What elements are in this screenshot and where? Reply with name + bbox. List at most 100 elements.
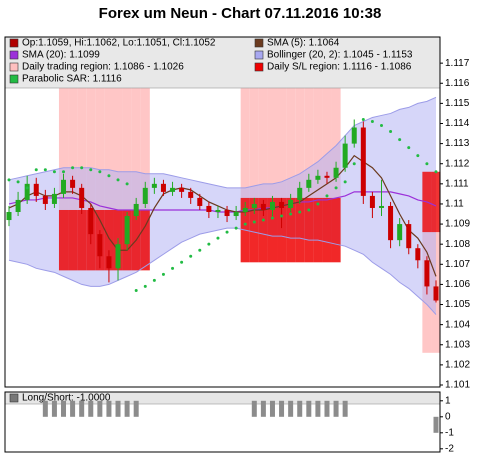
- legend-label: SMA (5): 1.1064: [267, 38, 340, 49]
- sar-dot: [161, 272, 165, 276]
- candle-body: [315, 175, 321, 180]
- sl-region: [58, 209, 69, 271]
- bar: [251, 400, 257, 417]
- legend-swatch: [9, 393, 19, 403]
- candle-body: [33, 183, 39, 196]
- bar: [88, 400, 94, 417]
- candle-body: [415, 248, 421, 261]
- bar: [97, 400, 103, 417]
- sar-dot: [80, 166, 84, 170]
- plot-border: [4, 36, 441, 388]
- sar-dot: [334, 186, 338, 190]
- sar-dot: [52, 170, 56, 174]
- sl-region: [304, 197, 314, 263]
- sl-region: [277, 197, 287, 263]
- bar: [297, 400, 303, 417]
- bar: [279, 400, 285, 417]
- legend-swatch: [9, 50, 19, 60]
- legend-label: Op:1.1059, Hi:1.1062, Lo:1.1051, Cl:1.10…: [22, 38, 216, 49]
- candle-body: [115, 244, 121, 269]
- sl-region: [431, 171, 441, 233]
- chart-title: Forex um Neun - Chart 07.11.2016 10:38: [99, 5, 382, 22]
- candle-body: [397, 224, 403, 241]
- sar-dot: [289, 212, 293, 216]
- y-tick-label: 1.117: [445, 58, 470, 69]
- bar: [288, 400, 294, 417]
- sar-dot: [198, 248, 202, 252]
- candle-body: [224, 209, 230, 217]
- sar-dot: [425, 162, 429, 166]
- legend-swatch: [254, 50, 264, 60]
- legend-label: Daily S/L region: 1.1116 - 1.1086: [267, 62, 412, 73]
- y-tick-label: 1.112: [445, 158, 470, 169]
- bar: [306, 400, 312, 417]
- y-tick-label: 1.114: [445, 118, 470, 129]
- sl-region: [313, 197, 323, 263]
- bar: [315, 400, 321, 417]
- sar-dot: [252, 220, 256, 224]
- trading-region: [240, 87, 250, 263]
- candle-body: [106, 256, 112, 269]
- bar: [70, 400, 76, 417]
- sl-region: [68, 209, 78, 271]
- bar: [433, 416, 439, 433]
- bollinger-upper: [8, 96, 437, 189]
- candle-body: [51, 193, 57, 204]
- sar-dot: [416, 154, 420, 158]
- y-tick-label: 1.105: [445, 299, 470, 310]
- sar-dot: [71, 166, 75, 170]
- sar-dot: [25, 186, 29, 190]
- candle-body: [360, 127, 366, 196]
- candle-body: [42, 195, 48, 204]
- y-tick-label: 1.107: [445, 259, 470, 270]
- candle-body: [242, 207, 248, 212]
- sl-region: [295, 197, 305, 263]
- candle-body: [233, 212, 239, 217]
- sar-dot: [171, 266, 175, 270]
- candle-body: [288, 199, 294, 208]
- sl-region: [331, 197, 341, 263]
- trading-region: [258, 87, 268, 263]
- trading-region: [249, 87, 259, 263]
- sl-region: [286, 197, 296, 263]
- candle-body: [306, 179, 312, 188]
- sl-region: [322, 197, 332, 263]
- sar-dot: [280, 214, 284, 218]
- candle-body: [124, 216, 130, 245]
- legend-swatch: [254, 38, 264, 48]
- sar-dot: [116, 178, 120, 182]
- candle-body: [333, 167, 339, 178]
- sar-dot: [43, 168, 47, 172]
- candle-body: [342, 143, 348, 168]
- y-tick-label: 1.11: [445, 199, 464, 210]
- legend-swatch: [9, 74, 19, 84]
- sar-dot: [152, 278, 156, 282]
- candle-body: [424, 260, 430, 287]
- bar: [333, 400, 339, 417]
- sar-dot: [316, 202, 320, 206]
- sar-dot: [352, 162, 356, 166]
- sar-dot: [125, 182, 129, 186]
- candle-body: [215, 209, 221, 212]
- y-tick-label: 1.108: [445, 239, 470, 250]
- candle-body: [24, 183, 30, 200]
- bar: [342, 400, 348, 417]
- trading-region: [277, 87, 287, 263]
- candle-body: [15, 199, 21, 212]
- candle-body: [351, 127, 357, 144]
- sar-dot: [298, 210, 302, 214]
- sar-dot: [261, 218, 265, 222]
- y-tick-label: 0: [445, 411, 451, 422]
- bar: [61, 400, 67, 417]
- sar-dot: [243, 222, 247, 226]
- candle-body: [179, 187, 185, 192]
- candle-body: [251, 203, 257, 208]
- legend-swatch: [9, 62, 19, 72]
- y-tick-label: 1.115: [445, 98, 470, 109]
- bar: [124, 400, 130, 417]
- bar: [133, 400, 139, 417]
- candle-body: [6, 212, 12, 221]
- sar-dot: [207, 242, 211, 246]
- candle-body: [70, 179, 76, 188]
